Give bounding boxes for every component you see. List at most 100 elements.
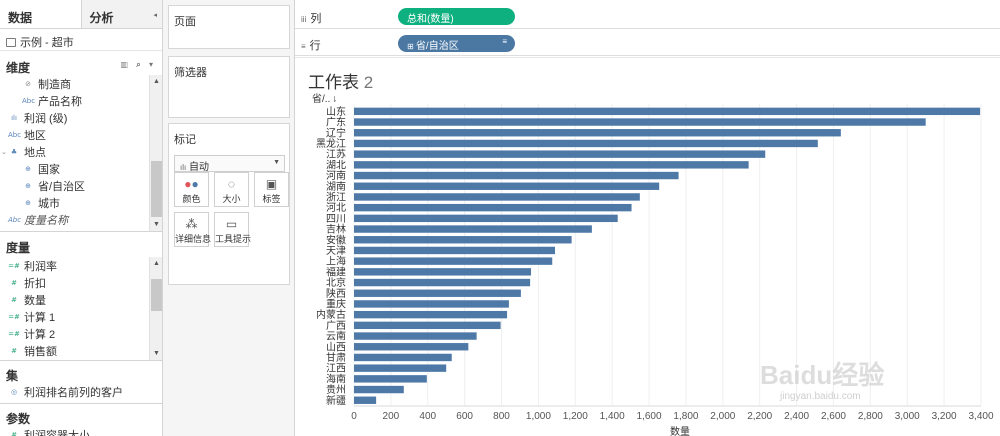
scroll-thumb[interactable]	[151, 279, 162, 311]
bar[interactable]	[354, 396, 377, 404]
x-tick-label: 200	[383, 411, 400, 422]
bar[interactable]	[354, 246, 556, 255]
rows-pill-province[interactable]: ⊞ 省/自治区 ≡	[398, 35, 515, 52]
bar[interactable]	[354, 236, 572, 244]
bar[interactable]	[354, 321, 501, 330]
worksheet-view: 工作表 2 省/.. ⇂ 山东 广东 辽宁 黑龙江 江苏 湖北 河南 湖南 浙江 河北 四川 吉林 安徽 天津…	[295, 57, 1000, 436]
tooltip-button[interactable]: ▭ 工具提示	[214, 212, 251, 247]
scroll-thumb[interactable]	[151, 161, 162, 217]
x-axis-title: 数量	[670, 425, 690, 436]
scroll-up-icon[interactable]: ▲	[153, 78, 160, 85]
pages-card[interactable]: 页面	[168, 5, 290, 49]
dimension-scrollbar[interactable]: ▲ ▼	[149, 75, 162, 231]
field-discount[interactable]: # 折扣	[0, 274, 162, 291]
dimension-tools[interactable]: ▥ ⌕ ▾	[120, 60, 156, 69]
rows-shelf[interactable]: ≡ 行 ⊞ 省/自治区 ≡	[295, 31, 1000, 56]
bar[interactable]	[354, 182, 660, 190]
x-tick-label: 600	[456, 411, 473, 422]
field-city[interactable]: ⊕ 城市	[0, 194, 162, 211]
globe-icon: ⊕	[25, 198, 31, 207]
category-label: 浙江	[326, 191, 346, 203]
bar[interactable]	[354, 332, 477, 340]
bar[interactable]	[354, 375, 427, 383]
detail-button[interactable]: ⁂ 详细信息	[174, 212, 211, 247]
field-country[interactable]: ⊕ 国家	[0, 160, 162, 177]
size-label: 大小	[222, 194, 241, 204]
datasource-item[interactable]: 示例 - 超市	[0, 29, 162, 51]
bar[interactable]	[354, 310, 508, 319]
bar[interactable]	[354, 268, 532, 276]
measure-scrollbar[interactable]: ▲ ▼	[149, 257, 162, 360]
field-province[interactable]: ⊕ 省/自治区	[0, 177, 162, 194]
category-label: 新疆	[326, 394, 346, 407]
field-profit-bin[interactable]: ılı 利润 (级)	[0, 109, 162, 126]
field-calc-2[interactable]: =# 计算 2	[0, 325, 162, 342]
bar[interactable]	[354, 107, 981, 116]
bar[interactable]	[354, 257, 553, 265]
bar[interactable]	[354, 118, 926, 126]
pane-collapse-icon[interactable]: ◂	[153, 12, 157, 19]
bar[interactable]	[354, 225, 592, 233]
bar[interactable]	[354, 129, 841, 137]
label-button[interactable]: ▣ 标签	[254, 172, 289, 207]
category-label: 广东	[326, 116, 346, 129]
field-region[interactable]: Abc 地区	[0, 126, 162, 143]
bar[interactable]	[354, 289, 521, 297]
number-icon: #	[11, 430, 17, 436]
x-tick-label: 800	[493, 411, 510, 422]
field-location-hierarchy[interactable]: ⌄ ♣ 地点	[0, 143, 162, 160]
measures-title: 度量	[6, 241, 31, 255]
chevron-down-icon[interactable]: ⌄	[1, 147, 7, 156]
x-tick-label: 2,600	[821, 411, 846, 422]
watermark-url: jingyan.baidu.com	[779, 391, 861, 402]
bar[interactable]	[354, 139, 818, 148]
scroll-up-icon[interactable]: ▲	[153, 260, 160, 267]
color-icon: ●●	[184, 177, 199, 191]
size-button[interactable]: ◌ 大小	[214, 172, 249, 207]
sort-desc-icon[interactable]: ≡	[502, 37, 507, 46]
bar[interactable]	[354, 193, 640, 201]
field-sales[interactable]: # 销售额	[0, 342, 162, 359]
tab-analysis[interactable]: 分析 ◂	[81, 0, 162, 28]
bar[interactable]	[354, 278, 531, 287]
field-top-customers-set[interactable]: ◎ 利润排名前列的客户	[0, 383, 162, 400]
bar[interactable]	[354, 353, 452, 362]
field-profit-rate[interactable]: =# 利润率	[0, 257, 162, 274]
category-label: 甘肃	[326, 351, 346, 364]
field-measure-names[interactable]: Abc 度量名称	[0, 211, 162, 228]
bar[interactable]	[354, 150, 766, 158]
field-manufacturer[interactable]: ⊘ 制造商	[0, 75, 162, 92]
field-quantity[interactable]: # 数量	[0, 291, 162, 308]
bar[interactable]	[354, 300, 509, 308]
tab-data[interactable]: 数据	[0, 0, 82, 28]
bar[interactable]	[354, 364, 447, 372]
bar[interactable]	[354, 161, 749, 169]
x-tick-label: 3,200	[932, 411, 957, 422]
columns-icon: iii	[301, 15, 307, 24]
marks-title: 标记	[174, 134, 196, 146]
field-label: 计算 2	[24, 328, 56, 341]
x-tick-label: 1,200	[563, 411, 588, 422]
columns-pill-sum-quantity[interactable]: 总和(数量)	[398, 8, 515, 25]
x-tick-label: 1,600	[637, 411, 662, 422]
category-label: 重庆	[326, 297, 346, 310]
chevron-down-icon: ▼	[273, 159, 280, 166]
bar[interactable]	[354, 343, 469, 351]
scroll-down-icon[interactable]: ▼	[153, 221, 160, 228]
field-calc-1[interactable]: =# 计算 1	[0, 308, 162, 325]
columns-shelf[interactable]: iii 列 总和(数量)	[295, 4, 1000, 29]
scroll-down-icon[interactable]: ▼	[153, 350, 160, 357]
pane-tabs: 数据 分析 ◂	[0, 0, 162, 29]
bar-chart-icon: ılı	[180, 163, 187, 172]
param-profit-bin-size[interactable]: # 利润容器大小	[0, 426, 162, 436]
bar[interactable]	[354, 214, 618, 223]
bar[interactable]	[354, 171, 679, 180]
field-product-name[interactable]: Abc 产品名称	[0, 92, 162, 109]
color-button[interactable]: ●● 颜色	[174, 172, 209, 207]
filters-card[interactable]: 筛选器	[168, 56, 290, 118]
field-label: 利润容器大小	[24, 429, 90, 436]
mark-type-select[interactable]: ılı 自动 ▼	[174, 155, 285, 173]
sheet-title[interactable]: 工作表 2	[308, 68, 373, 93]
bar[interactable]	[354, 385, 404, 394]
bar[interactable]	[354, 203, 632, 212]
